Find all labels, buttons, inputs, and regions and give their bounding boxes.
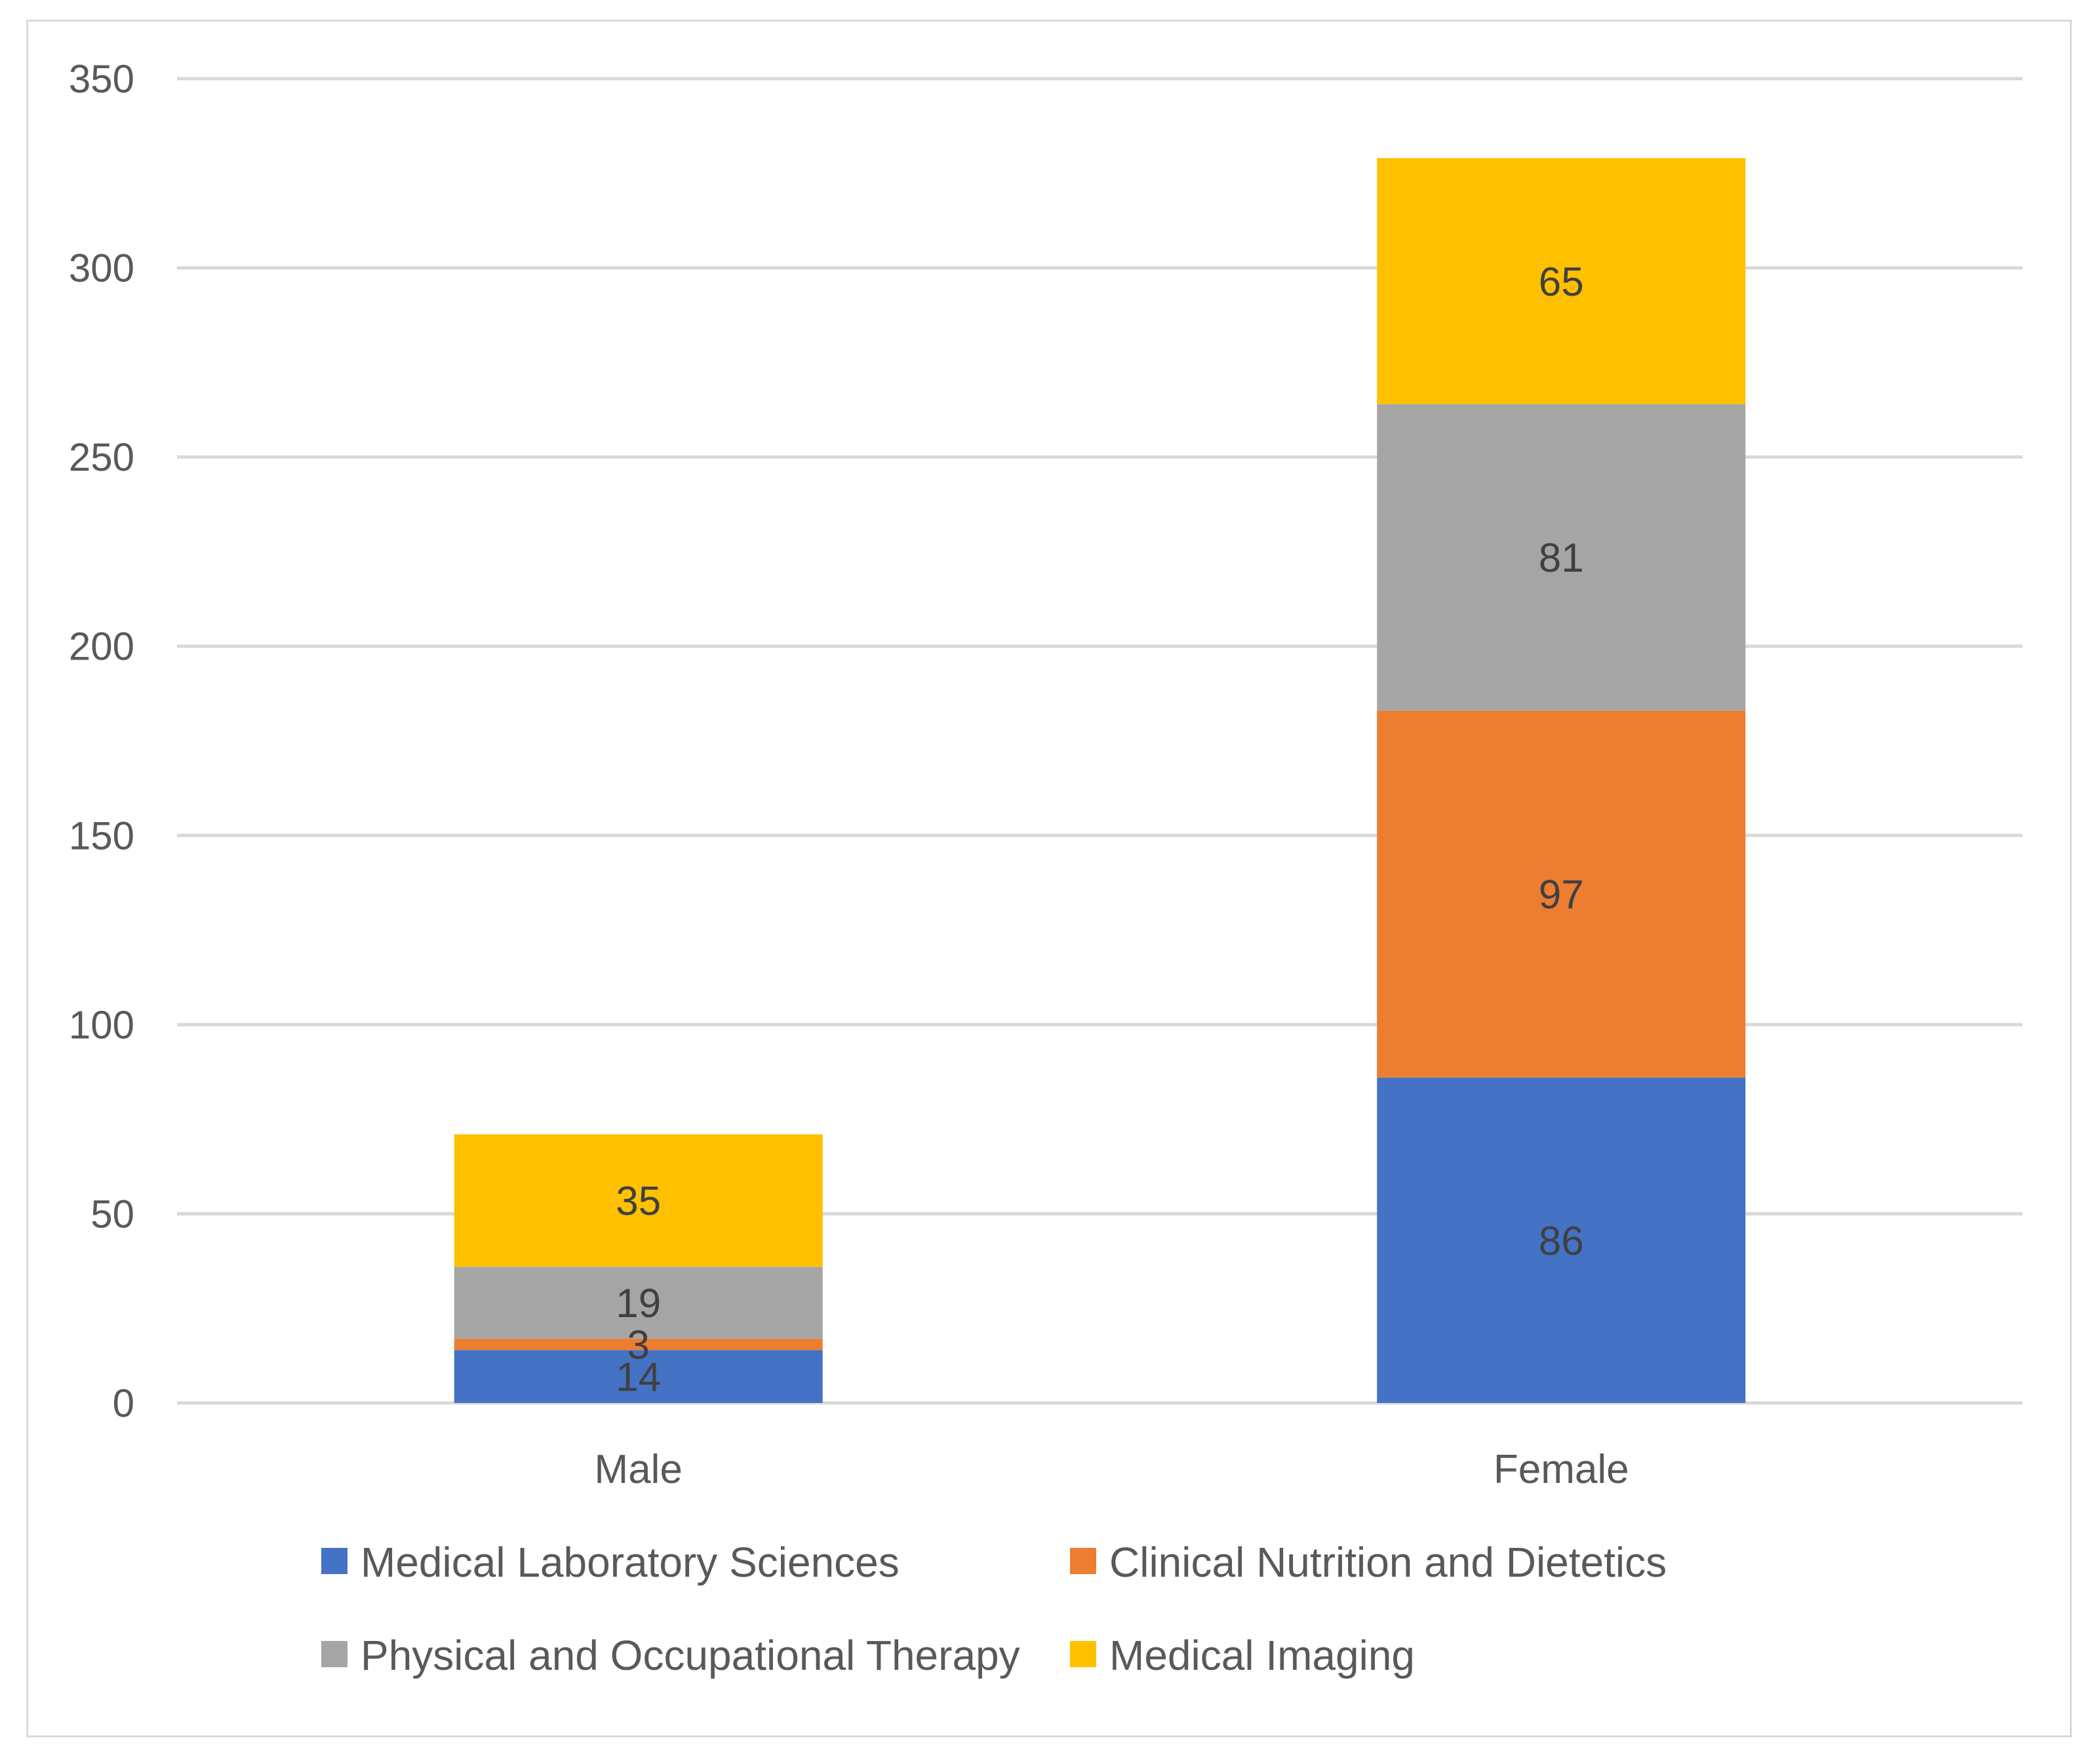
bar-female-series-1	[1377, 710, 1746, 1078]
bar-female-series-0	[1377, 1077, 1746, 1403]
legend-label-1: Clinical Nutrition and Dietetics	[1109, 1539, 1667, 1586]
legend-swatch-2	[321, 1641, 347, 1667]
legend: Medical Laboratory Sciences Clinical Nutr…	[321, 1539, 1667, 1679]
legend-swatch-1	[1070, 1548, 1096, 1574]
bar-male-series-3	[454, 1134, 823, 1267]
y-tick-label-0: 0	[113, 1381, 134, 1425]
y-tick-label-5: 250	[69, 435, 134, 479]
legend-swatch-3	[1070, 1641, 1096, 1667]
y-tick-label-6: 300	[69, 247, 134, 290]
data-label-female-series-0: 86	[1539, 1219, 1584, 1264]
bar-male-series-2	[454, 1267, 823, 1339]
legend-label-3: Medical Imaging	[1109, 1632, 1415, 1679]
y-tick-label-7: 350	[69, 57, 134, 101]
y-tick-label-3: 150	[69, 814, 134, 858]
y-tick-label-1: 50	[90, 1192, 134, 1236]
y-tick-label-2: 100	[69, 1003, 134, 1047]
y-axis-ticks: 0 50 100 150 200 250 300 350	[69, 57, 134, 1425]
data-label-female-series-1: 97	[1539, 873, 1584, 918]
gridlines	[177, 77, 2023, 1405]
legend-label-0: Medical Laboratory Sciences	[361, 1539, 900, 1586]
x-axis-ticks: Male Female	[595, 1447, 1629, 1492]
bar-male-series-1	[454, 1338, 823, 1351]
legend-label-2: Physical and Occupational Therapy	[361, 1632, 1020, 1679]
bar-female-series-3	[1377, 158, 1746, 405]
data-label-male-series-0: 14	[616, 1355, 661, 1400]
bar-female-series-2	[1377, 404, 1746, 711]
data-label-male-series-2: 19	[616, 1281, 661, 1326]
legend-swatch-0	[321, 1548, 347, 1574]
bars	[454, 158, 1746, 1403]
data-label-male-series-1: 3	[627, 1323, 650, 1368]
x-tick-label-0: Male	[595, 1447, 683, 1492]
x-tick-label-1: Female	[1494, 1447, 1629, 1492]
y-tick-label-4: 200	[69, 625, 134, 669]
data-label-male-series-3: 35	[616, 1179, 661, 1224]
data-label-female-series-3: 65	[1539, 260, 1584, 305]
data-label-female-series-2: 81	[1539, 536, 1584, 581]
bar-male-series-0	[454, 1350, 823, 1403]
